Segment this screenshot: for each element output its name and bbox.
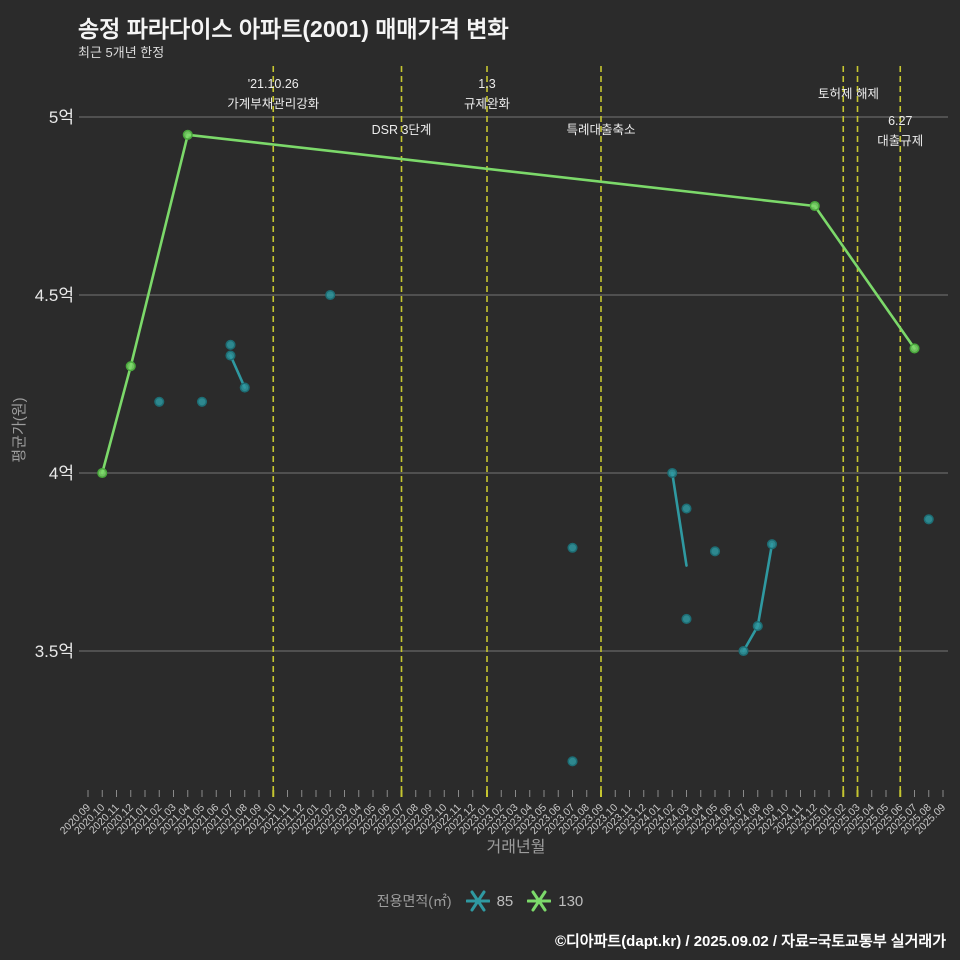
event-label: 1.3: [478, 77, 495, 91]
series-point-85[interactable]: [738, 645, 749, 657]
series-point-85[interactable]: [667, 467, 678, 479]
y-tick-label: 5억: [49, 108, 74, 127]
series-point-130[interactable]: [97, 467, 108, 479]
series-point-130[interactable]: [125, 361, 136, 372]
y-tick-label: 4억: [49, 464, 74, 483]
x-axis-title: 거래년월: [487, 838, 546, 856]
series-point-85[interactable]: [923, 514, 934, 525]
series-point-85[interactable]: [681, 503, 692, 514]
y-tick-label: 3.5억: [35, 642, 74, 661]
page-subtitle: 최근 5개년 한정: [78, 45, 165, 60]
series-point-85[interactable]: [709, 546, 721, 557]
series-line-85: [670, 471, 688, 567]
series-point-85[interactable]: [567, 542, 578, 553]
series-point-85[interactable]: [567, 756, 578, 767]
y-axis-title: 평균가(원): [11, 397, 28, 462]
legend-label: 85: [496, 892, 514, 910]
legend-title: 전용면적(㎡): [376, 893, 452, 909]
series-line-85: [742, 542, 774, 653]
event-label: 토허제 해제: [818, 87, 879, 101]
event-label: 가계부채관리강화: [227, 97, 320, 111]
series-point-85[interactable]: [766, 539, 778, 550]
series-point-85[interactable]: [752, 621, 763, 632]
legend-item-85[interactable]: 85: [465, 890, 514, 912]
event-label: 규제완화: [464, 97, 511, 111]
series-point-130[interactable]: [182, 129, 193, 140]
series-point-85[interactable]: [225, 350, 236, 361]
event-label: 6.27: [888, 114, 912, 128]
series-line-85: [229, 354, 247, 389]
chart-legend: 전용면적(㎡) 85 130: [0, 890, 960, 912]
page-title: 송정 파라다이스 아파트(2001) 매매가격 변화: [78, 16, 509, 42]
legend-marker-icon: [527, 890, 552, 912]
series-point-85[interactable]: [225, 339, 236, 350]
price-chart: 5억 4.5억 4억 3.5억 평균가(원) 거래년월 '21.10.26 가계부채관리강화 D…: [11, 66, 948, 856]
attribution-footer: ©디아파트(dapt.kr) / 2025.09.02 / 자료=국토교통부 실…: [554, 933, 946, 950]
event-label: 특례대출축소: [566, 123, 635, 137]
legend-item-130[interactable]: 130: [527, 890, 583, 912]
legend-marker-icon: [465, 890, 490, 912]
asterisk-line: [470, 890, 486, 912]
series-point-85[interactable]: [196, 396, 208, 407]
legend-label: 130: [558, 892, 584, 910]
series-point-130[interactable]: [909, 343, 920, 354]
series-point-130[interactable]: [809, 200, 820, 212]
series-point-85[interactable]: [154, 396, 165, 407]
event-label: '21.10.26: [248, 77, 299, 91]
series-point-85[interactable]: [681, 613, 692, 625]
event-label: DSR 3단계: [372, 123, 432, 137]
event-label: 대출규제: [877, 134, 923, 148]
series-line-130: [100, 133, 916, 475]
series-point-85[interactable]: [325, 289, 336, 301]
asterisk-line: [531, 890, 547, 912]
series-point-85[interactable]: [239, 382, 250, 393]
y-tick-label: 4.5억: [35, 286, 74, 305]
